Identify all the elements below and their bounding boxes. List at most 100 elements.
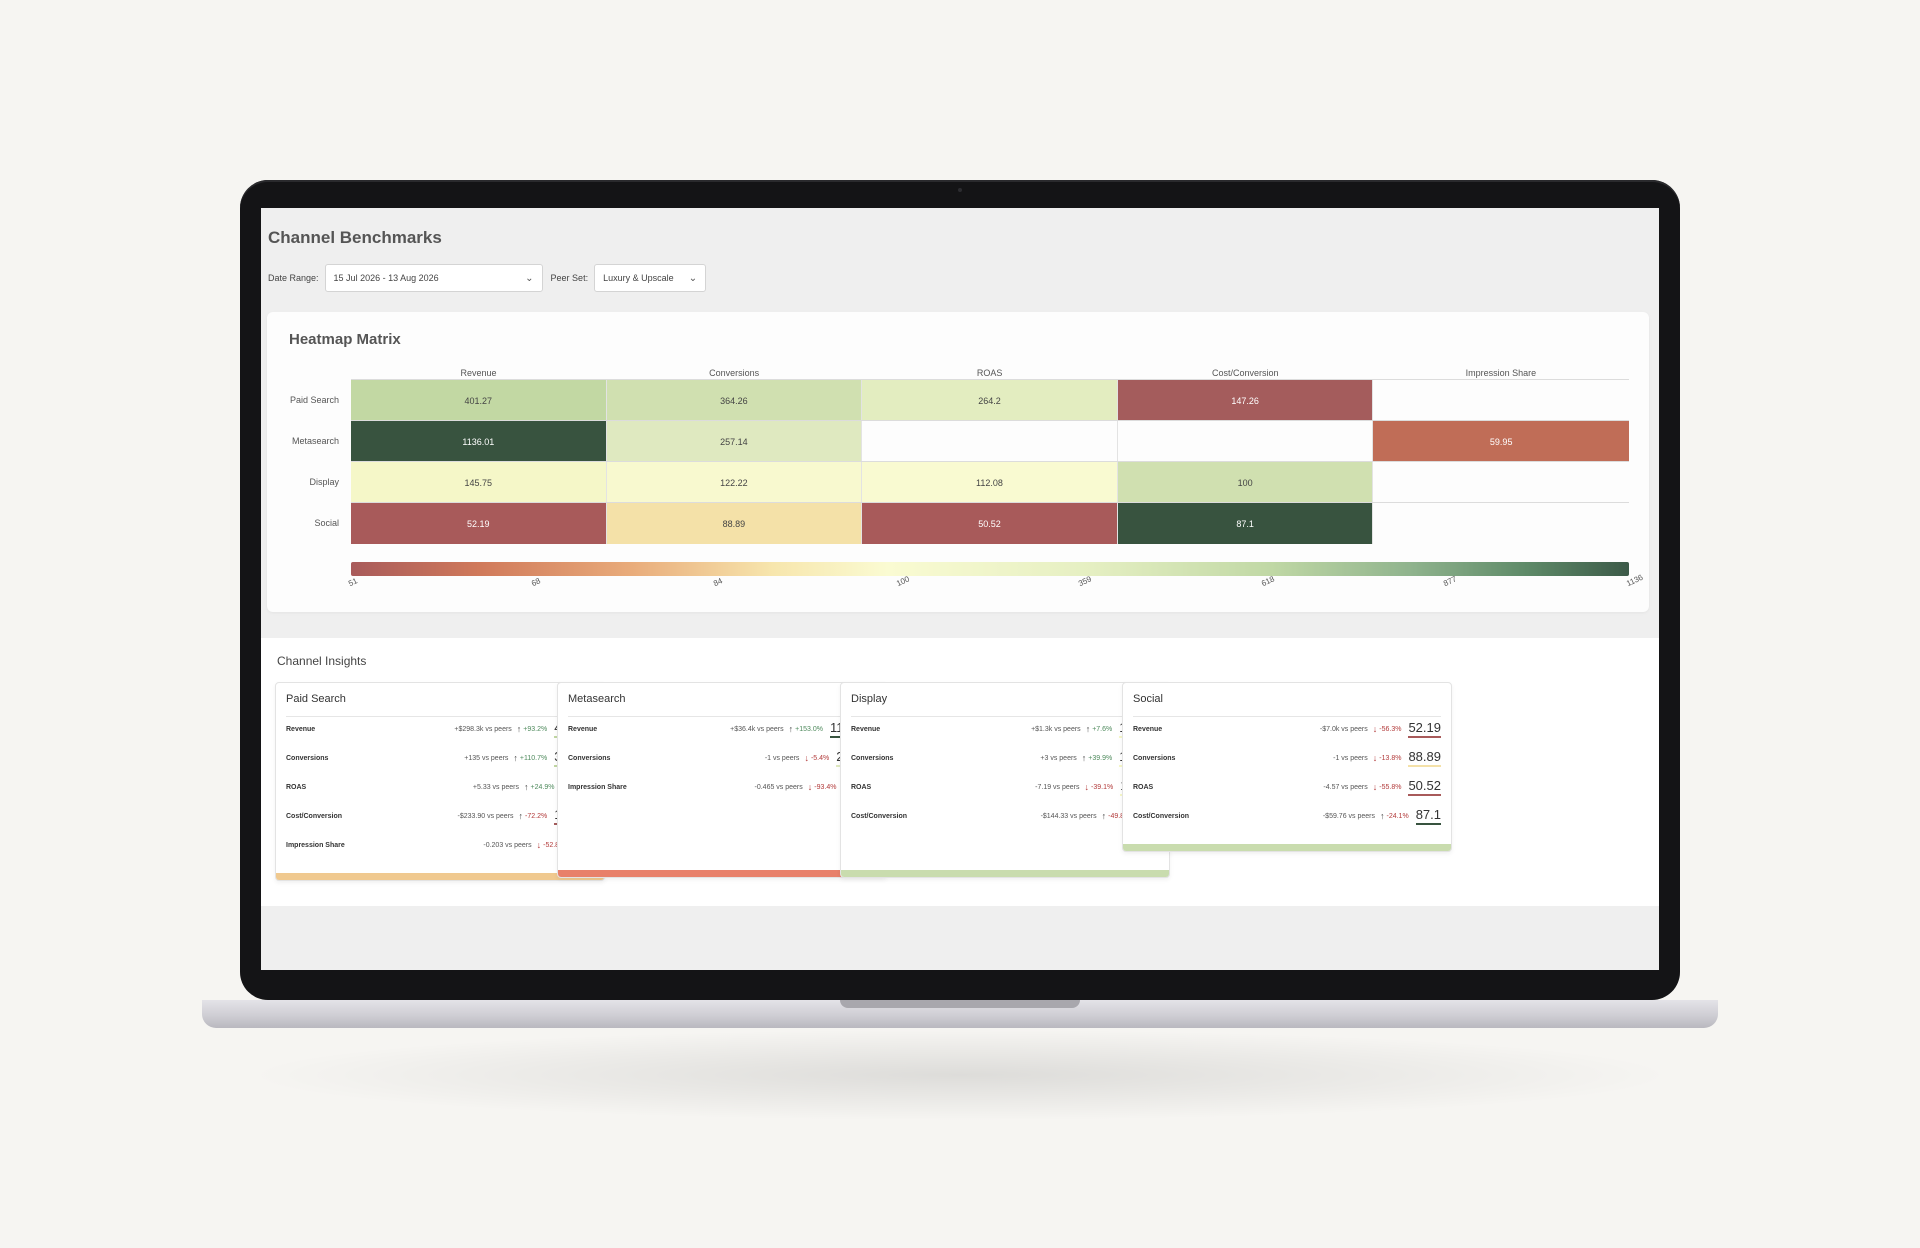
heatmap-cell[interactable]: 145.75 [351,462,607,503]
insight-metric-row: Conversions+3 vs peers↑+39.9%122.22 [851,750,1159,772]
color-scale-bar [351,562,1629,576]
insight-metric-values: -1 vs peers ↓ -13.8% 88.89 [1333,750,1441,767]
arrow-down-icon: ↓ [1372,753,1378,763]
insight-metric-row: Impression Share-0.465 vs peers↓-93.4%59… [568,779,876,801]
peer-delta: -0.465 vs peers [754,784,803,791]
percent-change: +39.9% [1088,755,1113,762]
percent-change: -72.2% [525,813,548,820]
insight-card[interactable]: Metasearch Revenue +$36.4k vs peers ↑ +153.0… [557,682,887,878]
heatmap-cell-value: 100 [1237,477,1253,488]
percent-change: +110.7% [519,755,548,762]
peer-delta: -7.19 vs peers [1035,784,1080,791]
insight-metric-row: Revenue+$36.4k vs peers↑+153.0%1136.01 [568,721,876,743]
insight-metric-label: Revenue [568,726,598,733]
heatmap-cell-value: 1136.01 [462,436,495,447]
heatmap-cell[interactable] [862,421,1118,462]
heatmap-cell[interactable]: 147.26 [1117,380,1374,421]
insight-metric-label: Conversions [286,755,329,762]
percent-change: +7.6% [1092,726,1113,733]
heatmap-cell-value: 88.89 [722,518,746,529]
insight-metric-row: ROAS+5.33 vs peers↑+24.9%264.2 [286,779,594,801]
peer-set-value: Luxury & Upscale [603,273,674,283]
heatmap-row-header: Paid Search [289,395,339,405]
heatmap-column-header: Cost/Conversion [1212,368,1279,378]
heatmap-cell[interactable]: 401.27 [351,380,607,421]
percent-change: -49.8% [1108,813,1131,820]
heatmap-cell[interactable]: 364.26 [606,380,863,421]
percent-change: -52.8% [543,842,566,849]
peer-delta: +3 vs peers [1040,755,1077,762]
percent-change: -39.1% [1091,784,1114,791]
percent-change: +153.0% [795,726,823,733]
insight-metric-label: ROAS [286,784,307,791]
insight-card[interactable]: Social Revenue -$7.0k vs peers ↓ -56.3% 52.19… [1122,682,1452,852]
insight-metric-values: -4.57 vs peers ↓ -55.8% 50.52 [1323,779,1441,796]
heatmap-cell[interactable]: 87.1 [1117,503,1374,544]
percent-change: -55.8% [1379,784,1402,791]
filter-bar: Date Range: 15 Jul 2026 - 13 Aug 2026 ⌄ … [268,264,714,292]
heatmap-cell[interactable]: 59.95 [1373,421,1629,462]
insight-metric-label: Conversions [568,755,611,762]
insight-card-title: Social [1133,693,1163,705]
heatmap-cell[interactable]: 122.22 [606,462,863,503]
app-screen: Channel Benchmarks Date Range: 15 Jul 20… [261,208,1659,970]
arrow-up-icon: ↑ [518,811,524,821]
heatmap-cell-value: 112.08 [976,477,1003,488]
heatmap-column-header: Impression Share [1465,368,1537,378]
peer-delta: -1 vs peers [1333,755,1368,762]
heatmap-cell[interactable]: 100 [1117,462,1374,503]
insight-metric-label: Cost/Conversion [286,813,343,820]
metric-value: 87.1 [1415,808,1441,825]
percent-change: -5.4% [810,755,830,762]
insight-card[interactable]: Paid Search Revenue +$298.3k vs peers ↑ +93.… [275,682,605,881]
peer-set-select[interactable]: Luxury & Upscale ⌄ [594,264,707,292]
insight-metric-values: -$59.76 vs peers ↑ -24.1% 87.1 [1323,808,1441,825]
heatmap-cell[interactable]: 1136.01 [351,421,607,462]
insight-metric-row: Conversions-1 vs peers↓-5.4%257.14 [568,750,876,772]
insight-card-status-bar [841,870,1169,877]
heatmap-cell[interactable]: 112.08 [862,462,1118,503]
percent-change: -13.8% [1379,755,1402,762]
heatmap-cell[interactable] [1373,462,1629,503]
percent-change: -24.1% [1386,813,1409,820]
arrow-down-icon: ↓ [536,840,542,850]
heatmap-cell[interactable]: 52.19 [351,503,607,544]
peer-delta: -1 vs peers [764,755,800,762]
peer-delta: -$7.0k vs peers [1319,726,1368,733]
peer-delta: -$59.76 vs peers [1322,813,1375,820]
insight-card-divider [1133,716,1441,717]
camera-icon [958,188,962,192]
insight-card-status-bar [276,873,604,880]
insight-metric-label: ROAS [1133,784,1154,791]
heatmap-cell[interactable]: 50.52 [862,503,1118,544]
arrow-up-icon: ↑ [1101,811,1107,821]
heatmap-cell[interactable]: 257.14 [606,421,863,462]
heatmap-cell[interactable] [1373,380,1629,421]
heatmap-cell-value: 59.95 [1489,436,1513,447]
arrow-up-icon: ↑ [1380,811,1385,821]
heatmap-cell-value: 401.27 [464,395,493,406]
heatmap-row-divider [351,420,1629,421]
insight-card-status-bar [558,870,886,877]
heatmap-cell[interactable] [1117,421,1374,462]
heatmap-cell-value: 87.1 [1236,518,1254,529]
date-range-select[interactable]: 15 Jul 2026 - 13 Aug 2026 ⌄ [324,264,543,292]
heatmap-column-header: ROAS [976,368,1003,378]
arrow-down-icon: ↓ [804,753,809,763]
arrow-down-icon: ↓ [807,782,813,792]
arrow-down-icon: ↓ [1084,782,1090,792]
insight-card-divider [568,716,876,717]
percent-change: -93.4% [814,784,837,791]
insight-metric-row: Cost/Conversion-$144.33 vs peers↑-49.8%1… [851,808,1159,830]
insight-metric-label: ROAS [851,784,872,791]
insight-metric-label: Cost/Conversion [851,813,908,820]
arrow-up-icon: ↑ [1085,724,1091,734]
laptop-notch [840,1000,1080,1008]
heatmap-cell[interactable]: 264.2 [862,380,1118,421]
insight-metric-label: Cost/Conversion [1133,813,1190,820]
heatmap-cell[interactable]: 88.89 [606,503,863,544]
heatmap-cell[interactable] [1373,503,1629,544]
peer-delta: +$1.3k vs peers [1031,726,1081,733]
peer-delta: +5.33 vs peers [472,784,520,791]
